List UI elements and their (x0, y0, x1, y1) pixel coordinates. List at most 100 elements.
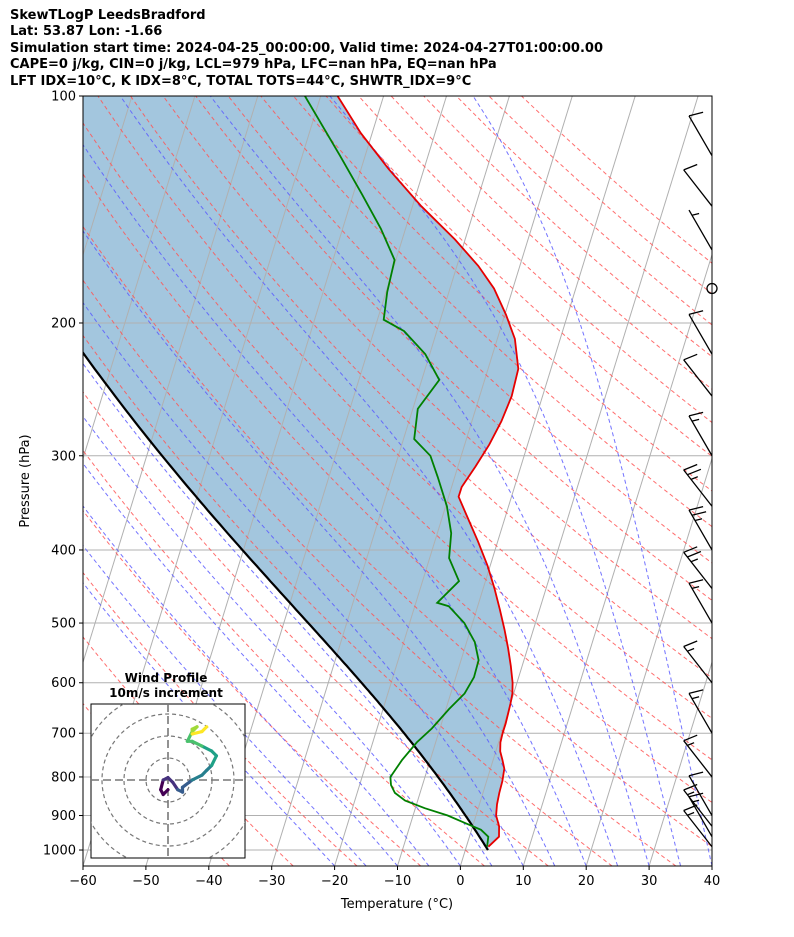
wind-barb-staff (688, 775, 713, 816)
wind-barb-half-flag (691, 585, 700, 590)
hodograph-plot (91, 704, 245, 858)
isotherm-line (271, 96, 510, 866)
wind-barb-flag (683, 546, 698, 553)
isotherm-line (648, 660, 712, 866)
isotherm-line (83, 96, 133, 257)
hodograph-ring (101, 713, 235, 847)
isotherm-line (522, 253, 712, 866)
wind-barb (688, 579, 713, 624)
x-tick-label: −50 (132, 874, 159, 889)
wind-barb-staff (683, 469, 713, 507)
dry-adiabat-line (195, 96, 712, 602)
wind-barb-flag (683, 734, 698, 742)
y-tick-label: 800 (51, 770, 76, 785)
wind-barb-staff (688, 209, 713, 251)
wind-barb-half-flag (687, 742, 695, 747)
moist-adiabat-line (329, 96, 681, 866)
hodograph-segment (190, 729, 204, 736)
moist-adiabat-line (83, 301, 524, 866)
wind-barb (688, 689, 713, 734)
wind-barb (688, 505, 713, 551)
wind-barb-staff (683, 646, 713, 684)
isotherm-line (83, 96, 196, 461)
wind-barb-staff (688, 314, 713, 355)
wind-barb-staff (688, 582, 713, 624)
simulation-times: Simulation start time: 2024-04-25_00:00:… (10, 40, 603, 56)
isotherm-line (459, 96, 699, 866)
hodograph-title: Wind Profile (125, 671, 208, 685)
x-tick-label: −40 (195, 874, 222, 889)
calm-wind-circle (706, 282, 718, 295)
wind-barb-flag (688, 310, 704, 316)
hodograph-segment (200, 725, 209, 734)
wind-barb-flag (688, 771, 704, 777)
wind-barb (683, 640, 713, 684)
wind-barb-staff (688, 115, 713, 157)
chart-title: SkewTLogP LeedsBradford (10, 8, 206, 23)
moist-adiabat-line (119, 96, 619, 866)
dry-adiabat-line (83, 391, 549, 866)
wind-barb-staff (688, 509, 713, 551)
wind-barb (688, 771, 713, 816)
x-tick-label: −10 (384, 874, 411, 889)
y-tick-label: 600 (51, 676, 76, 691)
wind-barb (683, 546, 713, 589)
x-tick-label: 0 (456, 874, 464, 889)
hodograph-segment (159, 778, 165, 792)
isotherm-line (711, 864, 712, 866)
wind-barb (688, 111, 713, 157)
wind-barb-staff (683, 740, 713, 778)
dry-adiabat-line (325, 96, 712, 457)
cin-shading (83, 96, 519, 850)
wind-barb-flag (688, 411, 704, 417)
wind-barb-half-flag (687, 811, 695, 816)
wind-barb (683, 353, 713, 397)
moist-adiabat-line (83, 230, 556, 866)
index-values: LFT IDX=10°C, K IDX=8°C, TOTAL TOTS=44°C… (10, 73, 472, 89)
wind-barb-flag (688, 505, 704, 511)
dry-adiabat-line (83, 334, 613, 866)
isotherm-line (0, 96, 6, 866)
x-tick-label: −60 (69, 874, 96, 889)
moist-adiabat-line (83, 143, 587, 866)
wind-barb-flag (688, 792, 704, 798)
moist-adiabat-line (83, 362, 493, 866)
y-tick-label: 400 (51, 543, 76, 558)
temperature-line (336, 96, 520, 848)
isotherm-line (334, 96, 573, 866)
hodograph-segment (190, 773, 204, 782)
wind-barb-half-flag (691, 418, 700, 422)
hodograph-segment (180, 778, 194, 789)
y-tick-label: 300 (51, 449, 76, 464)
wind-barb-half-flag (691, 696, 700, 700)
wind-barb-staff (683, 810, 713, 848)
dry-adiabat-line (130, 96, 712, 679)
dry-adiabat-line (83, 122, 712, 761)
wind-barb-flag (683, 353, 698, 361)
wind-barb-staff (683, 169, 713, 207)
moist-adiabat-line (83, 505, 398, 866)
y-axis-label: Pressure (hPa) (18, 434, 33, 527)
moist-adiabat-line (209, 96, 650, 866)
moist-adiabat-line (83, 544, 367, 866)
x-tick-label: −20 (321, 874, 348, 889)
wind-barb (706, 282, 718, 295)
wind-barb-half-flag (687, 647, 695, 652)
y-tick-label: 100 (51, 90, 76, 105)
wind-barb-flag (688, 689, 704, 695)
wind-barb-staff (683, 551, 713, 589)
wind-barb-half-flag (687, 791, 695, 796)
wind-barb-half-flag (694, 518, 703, 522)
isotherm-line (585, 456, 712, 866)
wind-barb-staff (688, 796, 713, 837)
wind-barb-half-flag (691, 212, 700, 216)
wind-barb-flag (683, 163, 698, 171)
wind-barb-flag (691, 511, 707, 516)
wind-barb (688, 209, 713, 251)
x-tick-label: 30 (641, 874, 658, 889)
stability-params: CAPE=0 j/kg, CIN=0 j/kg, LCL=979 hPa, LF… (10, 57, 497, 73)
dewpoint-line (304, 96, 490, 847)
wind-barb (688, 411, 713, 457)
moist-adiabat-line (83, 415, 461, 866)
